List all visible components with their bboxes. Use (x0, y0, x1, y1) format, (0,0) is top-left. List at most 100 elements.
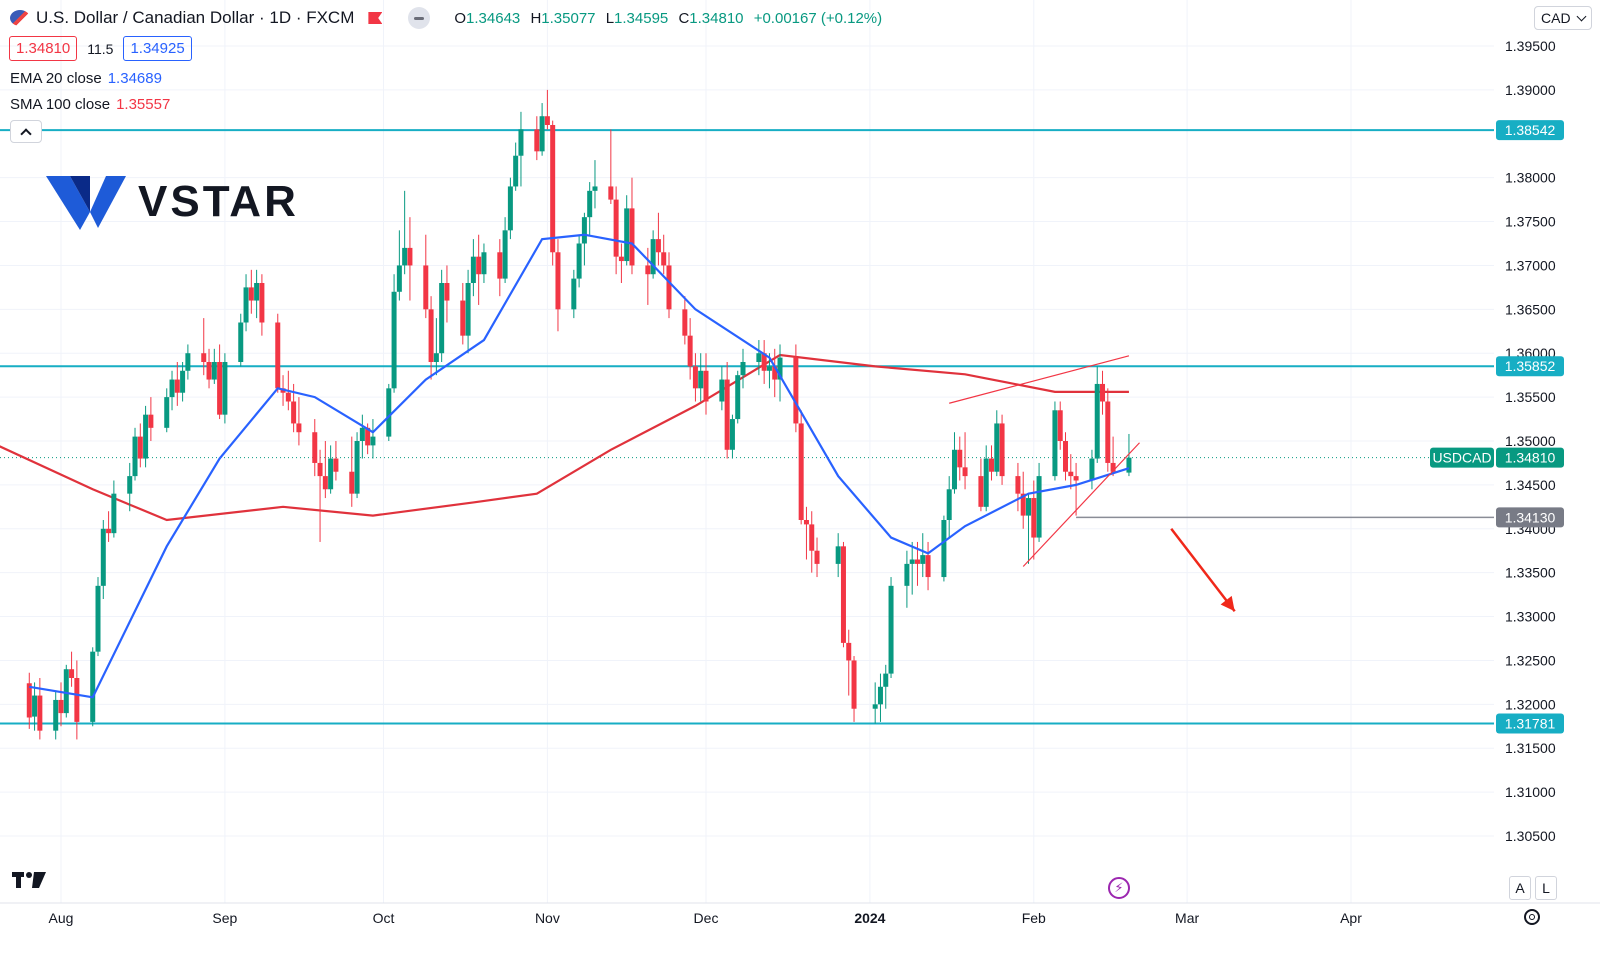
candle-body[interactable] (729, 419, 735, 450)
candle-body[interactable] (507, 186, 513, 231)
candle-body[interactable] (888, 585, 894, 674)
auto-scale-button[interactable]: A (1509, 876, 1531, 900)
candle-body[interactable] (132, 436, 138, 477)
candle-body[interactable] (1089, 458, 1095, 481)
candle-body[interactable] (106, 528, 112, 534)
candle-body[interactable] (74, 678, 80, 722)
candle-body[interactable] (661, 252, 667, 266)
candle-body[interactable] (465, 283, 471, 336)
candle-body[interactable] (370, 436, 376, 446)
ema-20-line[interactable] (29, 233, 1130, 699)
candle-body[interactable] (687, 335, 693, 367)
sell-price-button[interactable]: 1.34810 (9, 36, 78, 61)
candle-body[interactable] (460, 300, 466, 336)
candle-body[interactable] (1126, 457, 1132, 473)
candle-body[interactable] (137, 436, 143, 459)
candle-body[interactable] (502, 230, 508, 279)
candle-body[interactable] (904, 563, 910, 586)
candle-body[interactable] (349, 471, 355, 494)
candle-body[interactable] (1026, 498, 1031, 516)
candle-body[interactable] (814, 550, 820, 564)
candle-body[interactable] (164, 397, 170, 428)
candle-body[interactable] (1110, 462, 1116, 472)
candle-body[interactable] (539, 116, 545, 152)
candle-body[interactable] (285, 392, 291, 402)
candle-body[interactable] (291, 401, 297, 424)
candle-body[interactable] (587, 190, 593, 218)
ema-indicator-legend[interactable]: EMA 20 close 1.34689 (10, 70, 162, 87)
candle-body[interactable] (513, 155, 519, 187)
candle-body[interactable] (988, 458, 994, 472)
candle-body[interactable] (1094, 383, 1100, 459)
candle-body[interactable] (777, 357, 783, 380)
candle-body[interactable] (793, 357, 799, 424)
candle-body[interactable] (312, 432, 318, 463)
candle-body[interactable] (333, 458, 339, 472)
candle-body[interactable] (650, 239, 656, 275)
collapse-legend-button[interactable] (10, 120, 42, 143)
bearish-arrow[interactable] (1170, 528, 1236, 613)
candle-body[interactable] (111, 493, 117, 534)
candle-body[interactable] (1020, 493, 1026, 516)
candle-body[interactable] (296, 423, 302, 433)
candle-body[interactable] (798, 423, 804, 520)
candle-body[interactable] (925, 555, 931, 578)
candle-body[interactable] (645, 265, 651, 275)
candle-body[interactable] (534, 129, 540, 152)
trendline[interactable] (949, 355, 1130, 404)
candle-body[interactable] (148, 414, 154, 428)
candle-body[interactable] (211, 362, 217, 380)
candle-body[interactable] (26, 683, 32, 718)
candle-body[interactable] (444, 283, 450, 301)
candle-body[interactable] (95, 585, 101, 652)
candle-body[interactable] (174, 379, 180, 393)
candle-body[interactable] (217, 362, 223, 415)
candle-body[interactable] (883, 673, 889, 687)
candle-body[interactable] (407, 247, 413, 266)
candle-body[interactable] (90, 651, 96, 722)
candle-body[interactable] (1057, 410, 1063, 441)
candle-body[interactable] (206, 362, 212, 380)
candle-body[interactable] (946, 489, 952, 520)
candle-body[interactable] (544, 116, 550, 125)
candle-body[interactable] (592, 186, 598, 191)
buy-price-button[interactable]: 1.34925 (123, 36, 192, 61)
symbol-title[interactable]: U.S. Dollar / Canadian Dollar · 1D · FXC… (36, 8, 355, 27)
candle-body[interactable] (909, 559, 915, 564)
candle-body[interactable] (63, 669, 69, 714)
candle-body[interactable] (238, 322, 244, 363)
candle-body[interactable] (402, 247, 408, 266)
candle-body[interactable] (396, 265, 402, 292)
candle-body[interactable] (328, 458, 334, 490)
candle-body[interactable] (576, 243, 582, 279)
candle-body[interactable] (1036, 476, 1042, 538)
candle-body[interactable] (169, 379, 175, 398)
candle-body[interactable] (698, 370, 704, 389)
candle-body[interactable] (518, 129, 524, 156)
candle-body[interactable] (1100, 383, 1106, 402)
candle-body[interactable] (920, 555, 926, 564)
settings-gear-icon[interactable] (1524, 909, 1540, 925)
candle-body[interactable] (439, 283, 445, 354)
candle-body[interactable] (618, 256, 624, 262)
candle-body[interactable] (608, 186, 614, 200)
candle-body[interactable] (994, 423, 1000, 472)
candle-body[interactable] (275, 322, 281, 389)
candle-body[interactable] (756, 353, 762, 362)
candle-body[interactable] (481, 252, 487, 275)
candle-body[interactable] (682, 309, 688, 336)
candle-body[interactable] (37, 695, 43, 731)
currency-select[interactable]: CAD (1534, 6, 1592, 30)
flash-icon[interactable]: ⚡ (1108, 877, 1130, 899)
bookmark-icon[interactable] (368, 12, 383, 24)
candle-body[interactable] (1015, 476, 1021, 494)
candle-body[interactable] (692, 366, 698, 389)
tradingview-logo-icon[interactable] (12, 870, 46, 896)
candle-body[interactable] (143, 414, 149, 459)
candle-body[interactable] (354, 441, 360, 494)
candle-body[interactable] (655, 239, 661, 253)
candle-body[interactable] (613, 199, 619, 257)
candle-body[interactable] (872, 704, 878, 709)
candle-body[interactable] (1105, 401, 1111, 463)
